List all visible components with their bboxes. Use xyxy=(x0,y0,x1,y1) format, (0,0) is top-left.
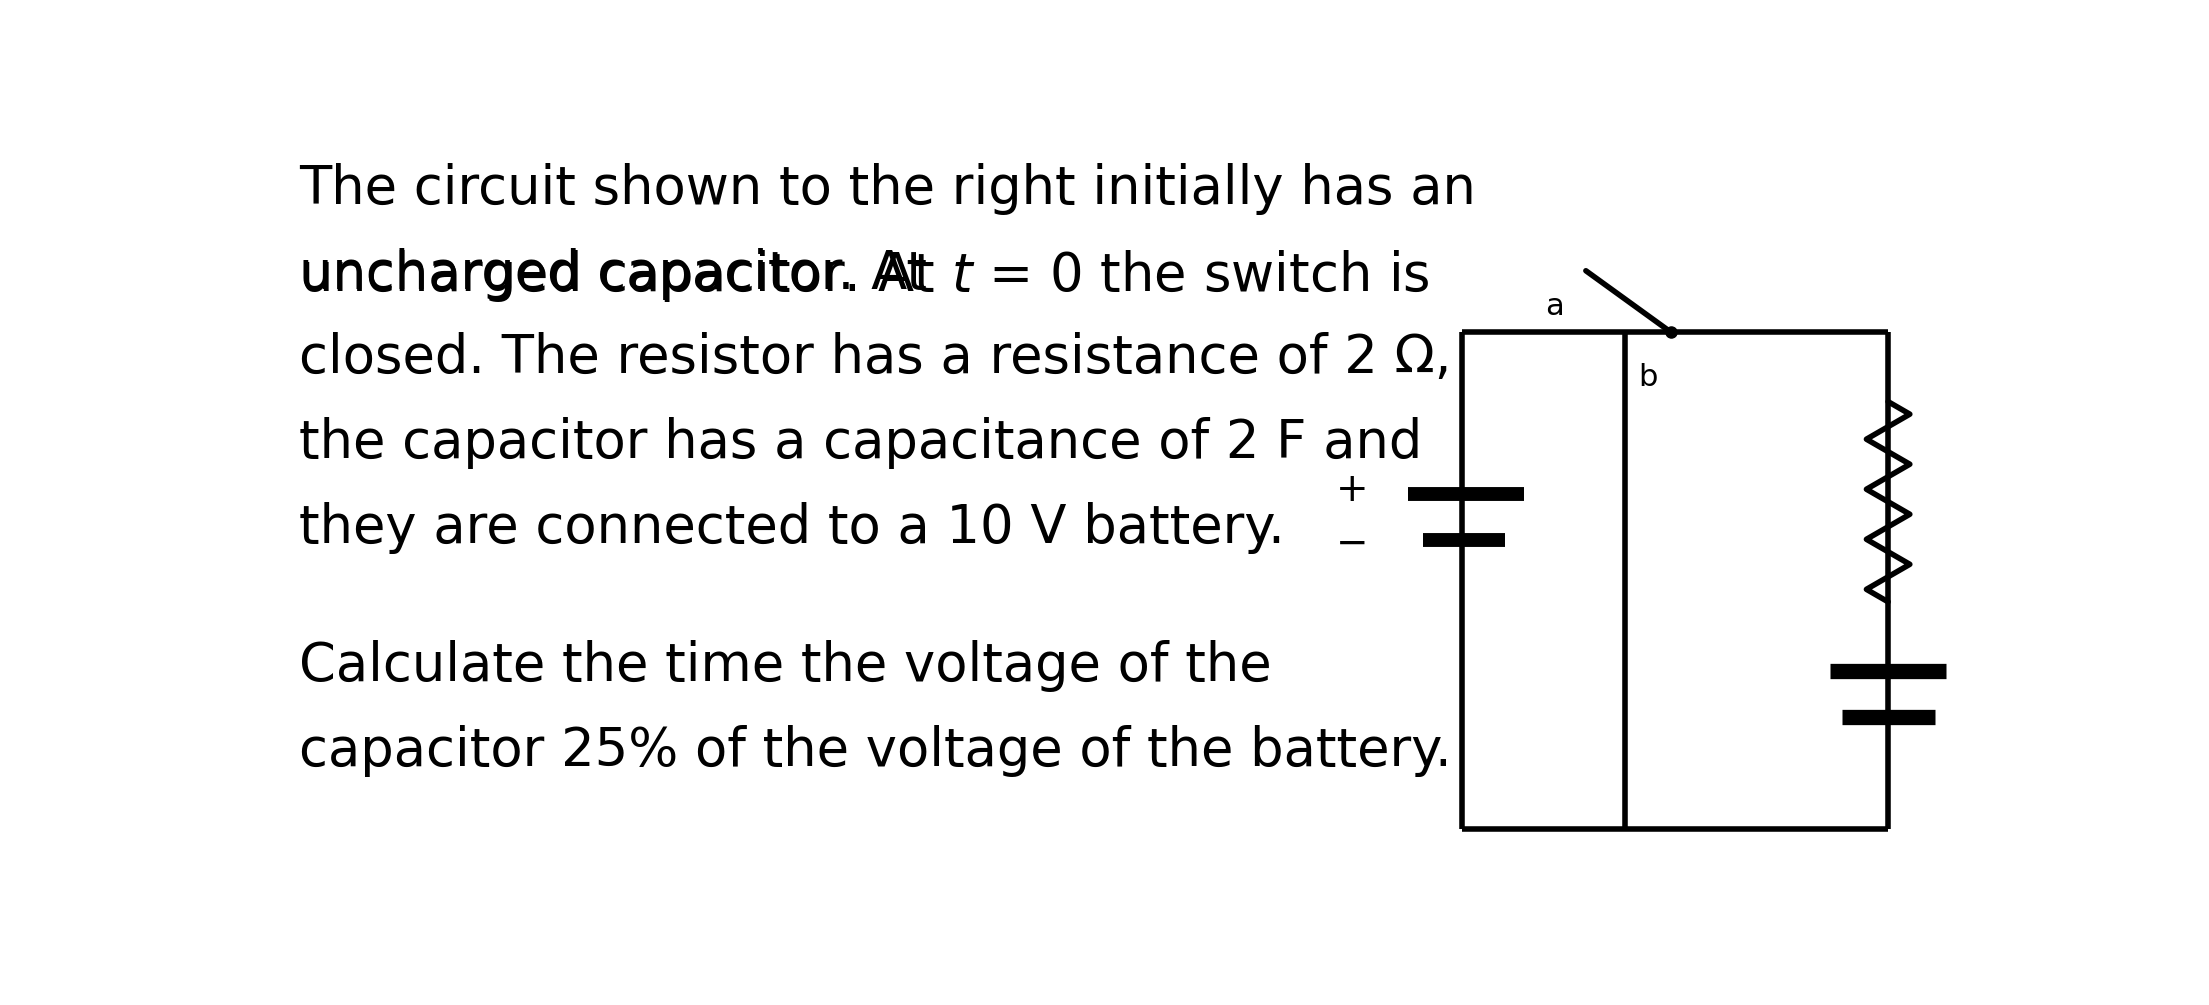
Text: −: − xyxy=(1336,525,1370,563)
Text: Calculate the time the voltage of the: Calculate the time the voltage of the xyxy=(300,640,1272,692)
Text: the capacitor has a capacitance of 2 F and: the capacitor has a capacitance of 2 F a… xyxy=(300,417,1423,469)
Text: closed. The resistor has a resistance of 2 Ω,: closed. The resistor has a resistance of… xyxy=(300,333,1451,384)
Text: b: b xyxy=(1639,363,1659,392)
Text: +: + xyxy=(1336,471,1370,510)
Text: they are connected to a 10 V battery.: they are connected to a 10 V battery. xyxy=(300,501,1286,554)
Text: a: a xyxy=(1546,291,1564,321)
Text: capacitor 25% of the voltage of the battery.: capacitor 25% of the voltage of the batt… xyxy=(300,725,1451,777)
Text: uncharged capacitor. At: uncharged capacitor. At xyxy=(300,247,943,299)
Text: The circuit shown to the right initially has an: The circuit shown to the right initially… xyxy=(300,163,1476,215)
Text: uncharged capacitor. At $t$ = 0 the switch is: uncharged capacitor. At $t$ = 0 the swit… xyxy=(300,247,1429,304)
